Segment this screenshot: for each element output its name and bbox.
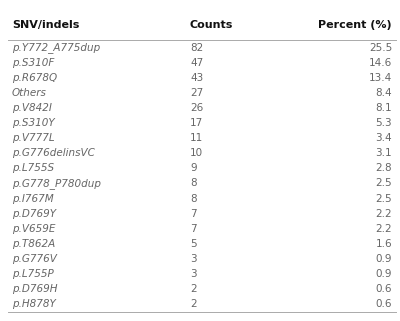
Text: 7: 7 [190,209,197,219]
Text: p.V842I: p.V842I [12,103,52,113]
Text: 17: 17 [190,118,203,128]
Text: SNV/indels: SNV/indels [12,20,79,30]
Text: 5: 5 [190,239,197,249]
Text: Percent (%): Percent (%) [318,20,392,30]
Text: 2.8: 2.8 [375,163,392,173]
Text: 10: 10 [190,148,203,158]
Text: 2: 2 [190,299,197,309]
Text: 43: 43 [190,73,203,83]
Text: 3.1: 3.1 [375,148,392,158]
Text: p.T862A: p.T862A [12,239,55,249]
Text: 11: 11 [190,133,203,143]
Text: p.L755S: p.L755S [12,163,54,173]
Text: p.L755P: p.L755P [12,269,54,279]
Text: 47: 47 [190,58,203,68]
Text: 9: 9 [190,163,197,173]
Text: 8: 8 [190,178,197,188]
Text: 13.4: 13.4 [369,73,392,83]
Text: 0.6: 0.6 [376,284,392,294]
Text: Others: Others [12,88,47,98]
Text: 3: 3 [190,269,197,279]
Text: 1.6: 1.6 [375,239,392,249]
Text: 27: 27 [190,88,203,98]
Text: 14.6: 14.6 [369,58,392,68]
Text: 8.1: 8.1 [375,103,392,113]
Text: 2.2: 2.2 [375,224,392,234]
Text: p.I767M: p.I767M [12,194,54,204]
Text: p.G776V: p.G776V [12,254,57,264]
Text: 8.4: 8.4 [375,88,392,98]
Text: 5.3: 5.3 [375,118,392,128]
Text: p.V777L: p.V777L [12,133,55,143]
Text: p.D769H: p.D769H [12,284,58,294]
Text: p.S310Y: p.S310Y [12,118,55,128]
Text: p.D769Y: p.D769Y [12,209,56,219]
Text: p.S310F: p.S310F [12,58,54,68]
Text: 2.5: 2.5 [375,194,392,204]
Text: p.R678Q: p.R678Q [12,73,57,83]
Text: 25.5: 25.5 [369,43,392,53]
Text: p.V659E: p.V659E [12,224,55,234]
Text: 26: 26 [190,103,203,113]
Text: 3: 3 [190,254,197,264]
Text: 3.4: 3.4 [375,133,392,143]
Text: p.G776delinsVC: p.G776delinsVC [12,148,95,158]
Text: 8: 8 [190,194,197,204]
Text: 0.9: 0.9 [376,269,392,279]
Text: 2.5: 2.5 [375,178,392,188]
Text: p.G778_P780dup: p.G778_P780dup [12,178,101,189]
Text: 2.2: 2.2 [375,209,392,219]
Text: Counts: Counts [190,20,233,30]
Text: p.Y772_A775dup: p.Y772_A775dup [12,42,100,53]
Text: 82: 82 [190,43,203,53]
Text: p.H878Y: p.H878Y [12,299,56,309]
Text: 2: 2 [190,284,197,294]
Text: 7: 7 [190,224,197,234]
Text: 0.6: 0.6 [376,299,392,309]
Text: 0.9: 0.9 [376,254,392,264]
